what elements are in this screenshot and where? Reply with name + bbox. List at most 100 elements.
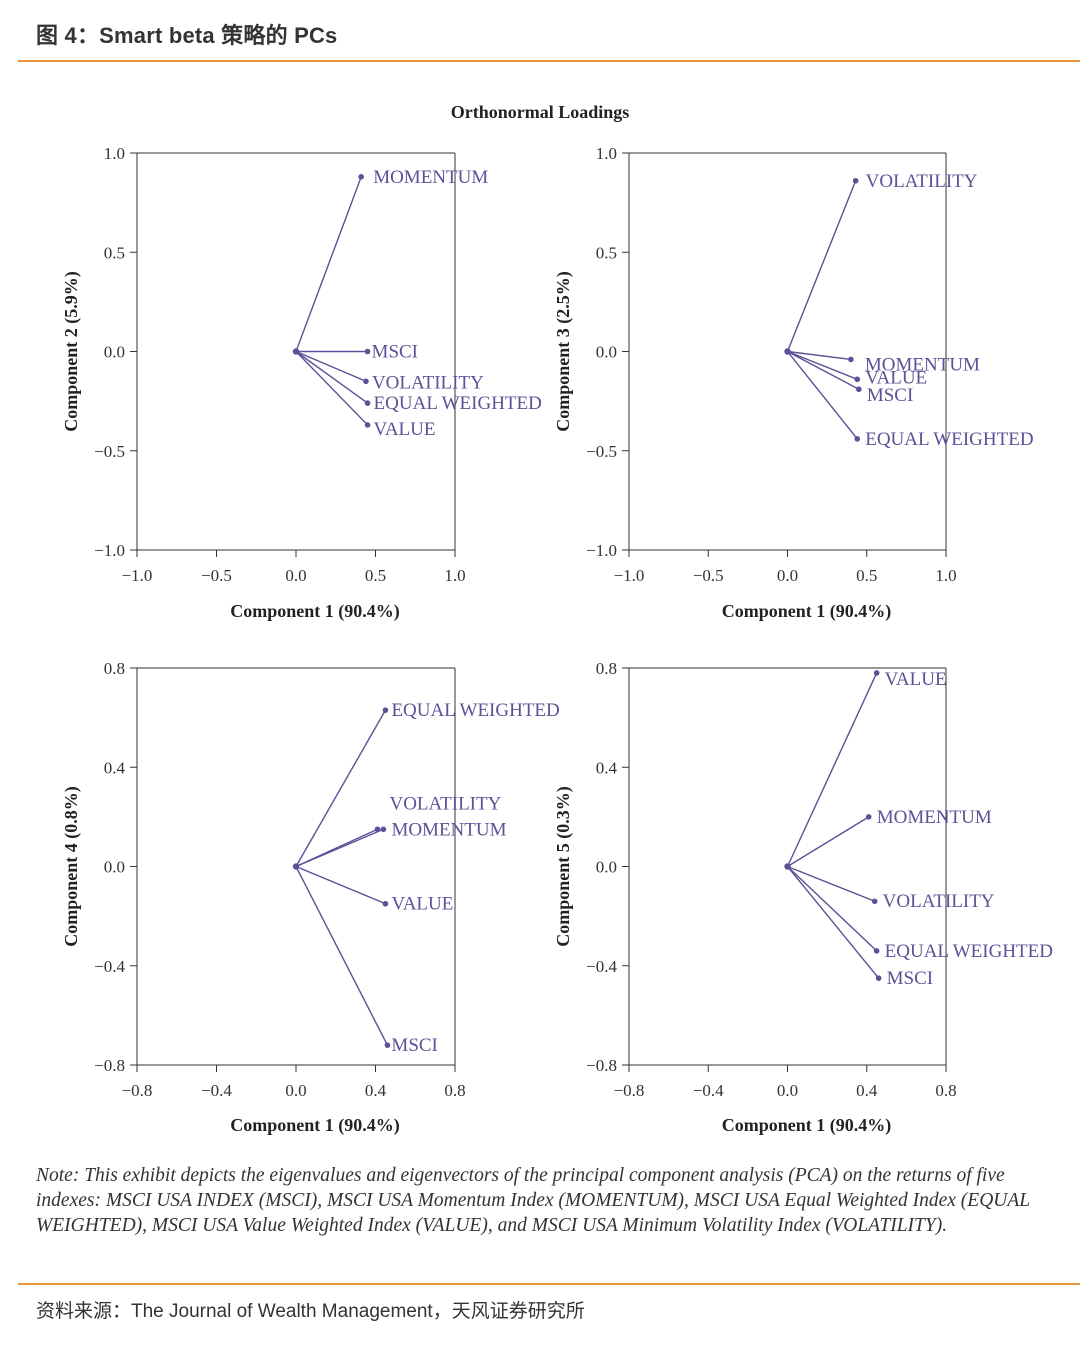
panel-1-x-tick-label: 1.0 xyxy=(444,566,465,585)
panel-4-label-momentum: MOMENTUM xyxy=(877,807,992,828)
panel-3-vector-equal-weighted xyxy=(295,709,387,867)
panel-4-x-tick-label: −0.8 xyxy=(614,1081,645,1100)
panel-3-label-value: VALUE xyxy=(391,894,453,915)
panel-2-vector-equal-weighted xyxy=(786,351,858,440)
panel-3-y-tick-label: −0.4 xyxy=(94,957,125,976)
panel-2-y-axis-title: Component 3 (2.5%) xyxy=(553,271,574,432)
panel-4-vector-value xyxy=(786,672,878,867)
panel-1-x-axis-title: Component 1 (90.4%) xyxy=(230,601,400,622)
panel-1-origin-point xyxy=(292,348,300,355)
panel-1-y-tick-label: 0.0 xyxy=(104,343,125,362)
panel-4-point-volatility xyxy=(871,898,878,905)
panel-1-x-tick-label: 0.0 xyxy=(285,566,306,585)
panel-3-point-value xyxy=(382,900,389,907)
panel-2-vector-msci xyxy=(787,350,860,390)
panel-4-y-tick-label: 0.8 xyxy=(596,659,617,678)
header: 图 4：Smart beta 策略的 PCs xyxy=(0,0,1080,62)
panel-1-x-tick-label: −0.5 xyxy=(201,566,232,585)
panel-3-x-axis-title: Component 1 (90.4%) xyxy=(230,1115,400,1136)
panel-3-x-tick-label: −0.4 xyxy=(201,1081,232,1100)
panel-1-vector-equal-weighted xyxy=(295,350,368,404)
panel-2-point-msci xyxy=(856,386,862,393)
panel-2-y-tick-label: 0.5 xyxy=(596,243,617,262)
panel-3-label-msci: MSCI xyxy=(391,1035,437,1056)
panel-3-y-tick-label: −0.8 xyxy=(94,1056,125,1075)
panel-3-x-tick-label: 0.8 xyxy=(444,1081,465,1100)
panel-1-label-equal-weighted: EQUAL WEIGHTED xyxy=(374,393,542,414)
panel-2-x-tick-label: 0.0 xyxy=(777,566,798,585)
exhibit-note: Note: This exhibit depicts the eigenvalu… xyxy=(36,1165,1030,1236)
panel-4-y-tick-label: −0.4 xyxy=(586,957,617,976)
panel-3-x-tick-label: 0.4 xyxy=(365,1081,387,1100)
panel-3-label-momentum: MOMENTUM xyxy=(391,819,506,840)
panel-3-vector-momentum xyxy=(295,828,384,868)
panel-2-label-equal-weighted: EQUAL WEIGHTED xyxy=(865,429,1033,450)
panel-2-x-tick-label: −0.5 xyxy=(693,566,724,585)
panel-1-point-msci xyxy=(364,348,371,355)
panel-4-point-value xyxy=(873,670,880,676)
panel-4-label-equal-weighted: EQUAL WEIGHTED xyxy=(885,941,1053,962)
panel-1-point-volatility xyxy=(363,378,369,385)
panel-1-label-volatility: VOLATILITY xyxy=(372,372,484,393)
panel-4-point-equal-weighted xyxy=(873,948,880,954)
panel-1-y-tick-label: 1.0 xyxy=(104,144,125,163)
panel-1-point-equal-weighted xyxy=(364,400,371,406)
panel-4-y-tick-label: 0.4 xyxy=(596,758,618,777)
panel-2-x-tick-label: 1.0 xyxy=(935,566,956,585)
panel-1-vector-value xyxy=(295,351,369,426)
panel-1-y-axis-title: Component 2 (5.9%) xyxy=(61,271,82,432)
panel-1-y-tick-label: 0.5 xyxy=(104,243,125,262)
panel-3-point-equal-weighted xyxy=(382,707,389,713)
panel-2-vector-value xyxy=(787,350,858,380)
panel-2-vector-momentum xyxy=(787,350,851,361)
panel-2-point-volatility xyxy=(852,177,859,184)
panel-3-label-volatility: VOLATILITY xyxy=(389,793,501,814)
panel-4-x-tick-label: 0.8 xyxy=(935,1081,956,1100)
panel-4-point-msci xyxy=(875,975,882,981)
panel-3-y-tick-label: 0.4 xyxy=(104,758,126,777)
bottom-divider xyxy=(18,1283,1080,1285)
figure-title: 图 4：Smart beta 策略的 PCs xyxy=(36,23,338,48)
panel-1-point-momentum xyxy=(358,174,364,180)
panel-1-vector-momentum xyxy=(295,176,362,352)
panel-4-y-tick-label: −0.8 xyxy=(586,1056,617,1075)
panel-2-y-tick-label: 1.0 xyxy=(596,144,617,163)
panel-2-label-msci: MSCI xyxy=(867,385,913,406)
panel-2-origin-point xyxy=(784,348,791,355)
source-citation: 资料来源：The Journal of Wealth Management，天风… xyxy=(36,1301,585,1322)
chart-super-title: Orthonormal Loadings xyxy=(450,102,630,122)
panel-3-vector-msci xyxy=(295,866,389,1046)
panel-4-label-msci: MSCI xyxy=(887,968,933,989)
panel-1-x-tick-label: 0.5 xyxy=(365,566,386,585)
panel-4-label-volatility: VOLATILITY xyxy=(883,891,995,912)
panel-4-vector-msci xyxy=(786,866,880,979)
panel-1-y-tick-label: −1.0 xyxy=(94,541,125,560)
panel-3-vector-value xyxy=(295,865,386,905)
panel-4-vector-volatility xyxy=(787,865,875,902)
panel-3-y-axis-title: Component 4 (0.8%) xyxy=(61,786,82,947)
panel-4-x-axis-title: Component 1 (90.4%) xyxy=(722,1115,892,1136)
panel-2-vector-volatility xyxy=(786,180,857,352)
panel-1-vector-volatility xyxy=(295,350,367,382)
panel-4-origin-point xyxy=(784,863,791,870)
panel-2-label-momentum: MOMENTUM xyxy=(865,354,980,375)
panel-2-point-value xyxy=(854,376,861,383)
panel-1-label-momentum: MOMENTUM xyxy=(373,167,488,188)
panel-2-label-value: VALUE xyxy=(865,367,927,388)
panel-3-point-momentum xyxy=(380,826,387,833)
panel-3-label-equal-weighted: EQUAL WEIGHTED xyxy=(391,700,559,721)
panel-4-x-tick-label: 0.0 xyxy=(777,1081,798,1100)
panel-3-y-tick-label: 0.0 xyxy=(104,858,125,877)
panel-4-point-momentum xyxy=(865,814,872,820)
panel-1-y-tick-label: −0.5 xyxy=(94,442,125,461)
panel-4-x-tick-label: 0.4 xyxy=(856,1081,878,1100)
panel-1-label-value: VALUE xyxy=(374,419,436,440)
panel-3-origin-point xyxy=(292,863,300,870)
panel-4-x-tick-label: −0.4 xyxy=(693,1081,724,1100)
panel-4-label-value: VALUE xyxy=(885,669,947,690)
panel-4-vector-momentum xyxy=(787,816,870,868)
panel-2-label-volatility: VOLATILITY xyxy=(866,171,978,192)
panel-2-x-axis-title: Component 1 (90.4%) xyxy=(722,601,892,622)
panel-1-point-value xyxy=(364,422,371,428)
panel-4-vector-equal-weighted xyxy=(787,865,878,952)
